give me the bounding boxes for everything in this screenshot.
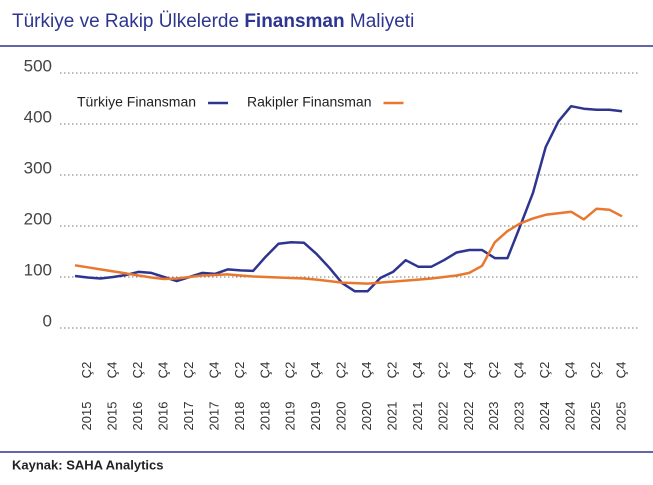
x-tick-label: 2019 [308, 402, 323, 431]
x-tick-label: 2019 [283, 402, 298, 431]
x-tick-label: 2016 [155, 402, 170, 431]
x-tick-label: Ç2 [181, 362, 196, 379]
x-tick-label: 2018 [257, 402, 272, 431]
source: Kaynak: SAHA Analytics [12, 457, 163, 472]
x-tick-label: Ç4 [563, 362, 578, 379]
title-part: Finansman [244, 11, 344, 32]
x-tick-label: Ç2 [130, 362, 145, 379]
title-part: Türkiye ve Rakip Ülkelerde [12, 11, 239, 32]
legend-label: Rakipler Finansman [247, 94, 372, 110]
y-tick-label: 200 [24, 209, 52, 228]
x-tick-label: Ç2 [232, 362, 247, 379]
x-tick-label: 2025 [588, 402, 603, 431]
chart-title: Türkiye ve Rakip Ülkelerde Finansman Mal… [12, 11, 414, 32]
x-tick-label: 2016 [130, 402, 145, 431]
series-line [74, 207, 623, 285]
x-tick-label: 2025 [613, 402, 628, 431]
x-tick-label: Ç4 [206, 362, 221, 379]
x-tick-label: 2024 [563, 402, 578, 431]
x-tick-label: Ç4 [410, 362, 425, 379]
x-tick-label: 2020 [359, 402, 374, 431]
x-tick-label: Ç4 [155, 362, 170, 379]
x-tick-label: Ç4 [359, 362, 374, 379]
x-tick-label: 2015 [105, 402, 120, 431]
y-tick-label: 300 [24, 158, 52, 177]
x-tick-label: 2017 [206, 402, 221, 431]
x-tick-label: Ç4 [257, 362, 272, 379]
x-tick-label: 2023 [486, 402, 501, 431]
x-tick-label: 2020 [334, 402, 349, 431]
x-tick-label: Ç2 [283, 362, 298, 379]
series-line [74, 104, 623, 293]
x-tick-label: 2023 [512, 402, 527, 431]
x-tick-label: 2021 [384, 402, 399, 431]
x-tick-label: Ç2 [334, 362, 349, 379]
x-tick-label: 2024 [537, 402, 552, 431]
x-tick-label: Ç2 [588, 362, 603, 379]
x-tick-label: Ç2 [537, 362, 552, 379]
x-tick-label: Ç2 [435, 362, 450, 379]
x-tick-label: 2021 [410, 402, 425, 431]
title-part: Maliyeti [350, 11, 414, 32]
x-tick-label: 2022 [435, 402, 450, 431]
x-tick-label: 2017 [181, 402, 196, 431]
x-tick-label: Ç4 [512, 362, 527, 379]
x-tick-label: Ç4 [461, 362, 476, 379]
y-tick-label: 400 [24, 107, 52, 126]
y-tick-label: 0 [43, 311, 52, 330]
x-tick-label: Ç2 [486, 362, 501, 379]
x-tick-label: Ç4 [613, 362, 628, 379]
y-tick-label: 100 [24, 260, 52, 279]
y-tick-label: 500 [24, 56, 52, 75]
legend-label: Türkiye Finansman [77, 94, 196, 110]
x-tick-label: 2022 [461, 402, 476, 431]
x-tick-label: Ç4 [308, 362, 323, 379]
x-tick-label: Ç4 [105, 362, 120, 379]
x-tick-label: Ç2 [79, 362, 94, 379]
x-tick-label: Ç2 [384, 362, 399, 379]
x-tick-label: 2018 [232, 402, 247, 431]
x-tick-label: 2015 [79, 402, 94, 431]
